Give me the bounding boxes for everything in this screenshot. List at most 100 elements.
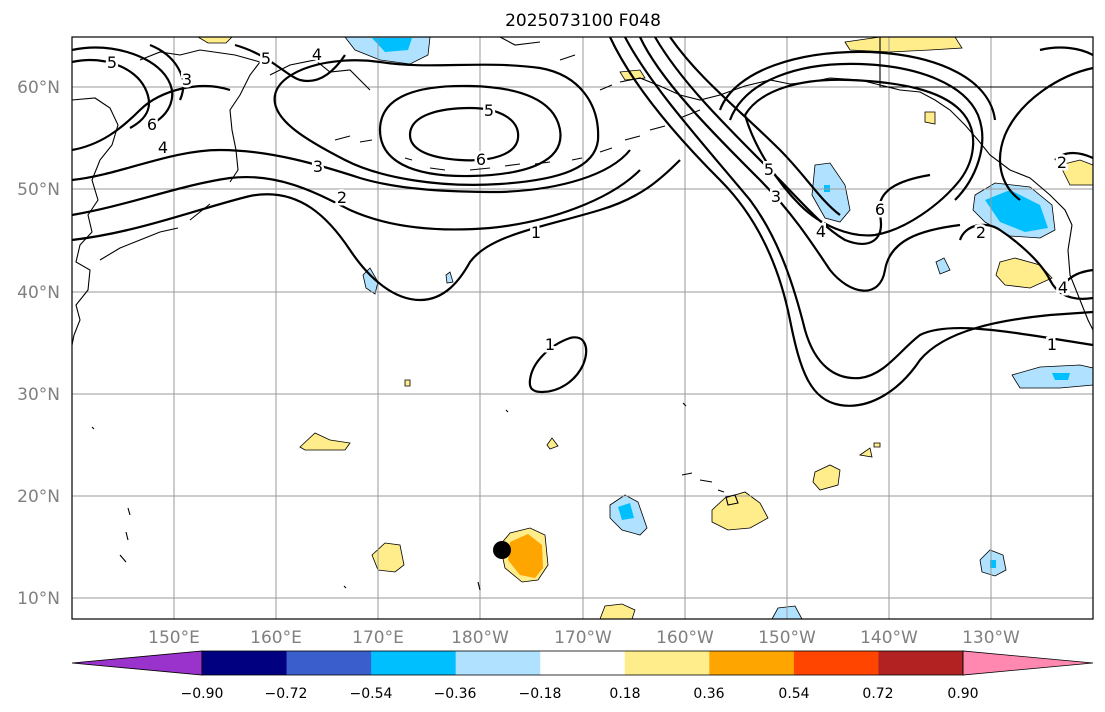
colorbar-extend-min bbox=[72, 651, 202, 675]
colorbar-tick-label: 0.18 bbox=[609, 686, 640, 702]
anomaly-core-neg-ca bbox=[1052, 373, 1070, 380]
height-contours bbox=[71, 36, 1094, 407]
colorbar-tick-label: 0.72 bbox=[862, 686, 893, 702]
contour-label-nw-three: 3 bbox=[182, 70, 192, 89]
contour-5-nw bbox=[71, 46, 174, 126]
colorbar-swatch bbox=[540, 651, 626, 675]
anomaly-patch-pos-small5 bbox=[858, 447, 873, 458]
anomaly-patch-pos-small2 bbox=[924, 111, 936, 125]
lon-label-170w: 170°W bbox=[554, 628, 612, 648]
anomaly-core-neg-sw-hawaii bbox=[618, 503, 634, 520]
lon-label-180w: 180°W bbox=[451, 628, 509, 648]
colorbar: −0.90 −0.72 −0.54 −0.36 −0.18 0.18 0.36 … bbox=[71, 650, 1094, 702]
map-title: 2025073100 F048 bbox=[505, 11, 661, 31]
contour-3-belt bbox=[71, 148, 631, 194]
colorbar-swatch bbox=[624, 651, 710, 675]
lat-label-50n: 50°N bbox=[17, 180, 60, 200]
contour-label-nw-six: 6 bbox=[147, 115, 157, 134]
colorbar-extend-max bbox=[963, 651, 1093, 675]
lat-label-60n: 60°N bbox=[17, 78, 60, 98]
lon-label-140w: 140°W bbox=[860, 628, 918, 648]
colorbar-tick-label: 0.90 bbox=[947, 686, 978, 702]
anomaly-patch-pos-small3 bbox=[404, 379, 411, 387]
colorbar-frame bbox=[201, 650, 964, 676]
colorbar-tick-label: −0.54 bbox=[350, 686, 393, 702]
contour-ne-inner-ridge bbox=[743, 78, 975, 237]
contour-1-belt bbox=[71, 159, 681, 302]
lon-label-160e: 160°E bbox=[250, 628, 302, 648]
contour-label-high-ring5: 5 bbox=[484, 101, 494, 120]
contour-6-center bbox=[408, 106, 520, 162]
contour-5-center bbox=[378, 84, 562, 178]
contour-label-ne-four: 4 bbox=[312, 45, 322, 64]
latitude-labels: 60°N 50°N 40°N 30°N 20°N 10°N bbox=[17, 78, 60, 609]
contour-east-2 bbox=[958, 223, 1094, 300]
contour-label-high-center: 6 bbox=[476, 150, 486, 169]
contour-label-ne-six: 6 bbox=[875, 200, 885, 219]
lon-label-170e: 170°E bbox=[352, 628, 404, 648]
contour-label-subtrop-one: 1 bbox=[545, 335, 555, 354]
contour-ne-outer bbox=[609, 36, 1094, 407]
colorbar-tick-label: 0.54 bbox=[778, 686, 809, 702]
contour-4-nw-b bbox=[234, 43, 346, 83]
contour-label-nw-four: 4 bbox=[158, 138, 168, 157]
contour-6-nw bbox=[71, 58, 151, 129]
lat-label-10n: 10°N bbox=[17, 589, 60, 609]
colorbar-swatch bbox=[202, 651, 288, 675]
lon-label-160w: 160°W bbox=[656, 628, 714, 648]
colorbar-swatch bbox=[286, 651, 372, 675]
lon-label-150w: 150°W bbox=[758, 628, 816, 648]
colorbar-tick-label: −0.90 bbox=[181, 686, 224, 702]
colorbar-tick-label: −0.18 bbox=[519, 686, 562, 702]
coastline-kuriles bbox=[99, 203, 211, 261]
contour-label-ne-five: 5 bbox=[261, 49, 271, 68]
anomaly-patch-neg-small3 bbox=[445, 271, 454, 284]
colorbar-swatch bbox=[709, 651, 795, 675]
colorbar-tick-label: −0.72 bbox=[265, 686, 308, 702]
contour-label-ring1-center: 1 bbox=[531, 223, 541, 242]
contour-label-ring2-west: 2 bbox=[337, 188, 347, 207]
contour-1-subtropical bbox=[528, 336, 588, 394]
contour-ne-ridge-4 bbox=[718, 50, 997, 121]
map-panel: 6 5 3 2 1 1 5 6 4 3 5 4 5 3 4 6 2 1 2 4 bbox=[71, 36, 1094, 620]
coastline-westcoast bbox=[1067, 224, 1094, 331]
lat-label-30n: 30°N bbox=[17, 385, 60, 405]
contour-label-east-one: 1 bbox=[1047, 335, 1057, 354]
anomaly-patch-pos-wa bbox=[995, 257, 1053, 289]
anomaly-patch-neg-small2 bbox=[362, 267, 379, 295]
contour-labels: 6 5 3 2 1 1 5 6 4 3 5 4 5 3 4 6 2 1 2 4 bbox=[104, 43, 1070, 357]
colorbar-cells bbox=[72, 651, 1093, 675]
contour-east-far bbox=[998, 66, 1094, 201]
longitude-labels: 150°E 160°E 170°E 180°W 170°W 160°W 150°… bbox=[148, 628, 1020, 648]
colorbar-swatch bbox=[371, 651, 457, 675]
lon-label-150e: 150°E bbox=[148, 628, 200, 648]
lat-label-20n: 20°N bbox=[17, 487, 60, 507]
storm-position-marker bbox=[493, 541, 511, 559]
colorbar-swatch bbox=[455, 651, 541, 675]
anomaly-core-neg-bc bbox=[985, 190, 1048, 232]
lat-label-40n: 40°N bbox=[17, 283, 60, 303]
contour-label-ring3-west: 3 bbox=[313, 157, 323, 176]
contour-4-center bbox=[273, 59, 600, 186]
coastlines bbox=[71, 36, 1094, 591]
contour-label-ne-four-b: 4 bbox=[816, 222, 826, 241]
anomaly-patch-pos-west bbox=[299, 432, 351, 451]
colorbar-swatch bbox=[793, 651, 879, 675]
contour-label-east-two: 2 bbox=[976, 223, 986, 242]
contour-label-ne-three: 3 bbox=[771, 187, 781, 206]
contour-east-3 bbox=[1062, 268, 1094, 293]
colorbar-tick-label: 0.36 bbox=[693, 686, 724, 702]
contour-2-belt bbox=[71, 169, 641, 231]
contour-label-east-two-b: 2 bbox=[1057, 153, 1067, 172]
contour-ne-4 bbox=[669, 36, 841, 216]
contour-east-4 bbox=[1039, 46, 1094, 161]
contour-label-east-four: 4 bbox=[1058, 278, 1068, 297]
anomaly-core-neg-north bbox=[372, 38, 412, 52]
coastline-asia bbox=[71, 97, 119, 346]
coastline-islands bbox=[91, 402, 687, 591]
contour-label-nw-five: 5 bbox=[107, 53, 117, 72]
coastline-alaska bbox=[499, 36, 1073, 226]
colorbar-tick-label: −0.36 bbox=[434, 686, 477, 702]
contour-ne-2 bbox=[639, 36, 961, 292]
